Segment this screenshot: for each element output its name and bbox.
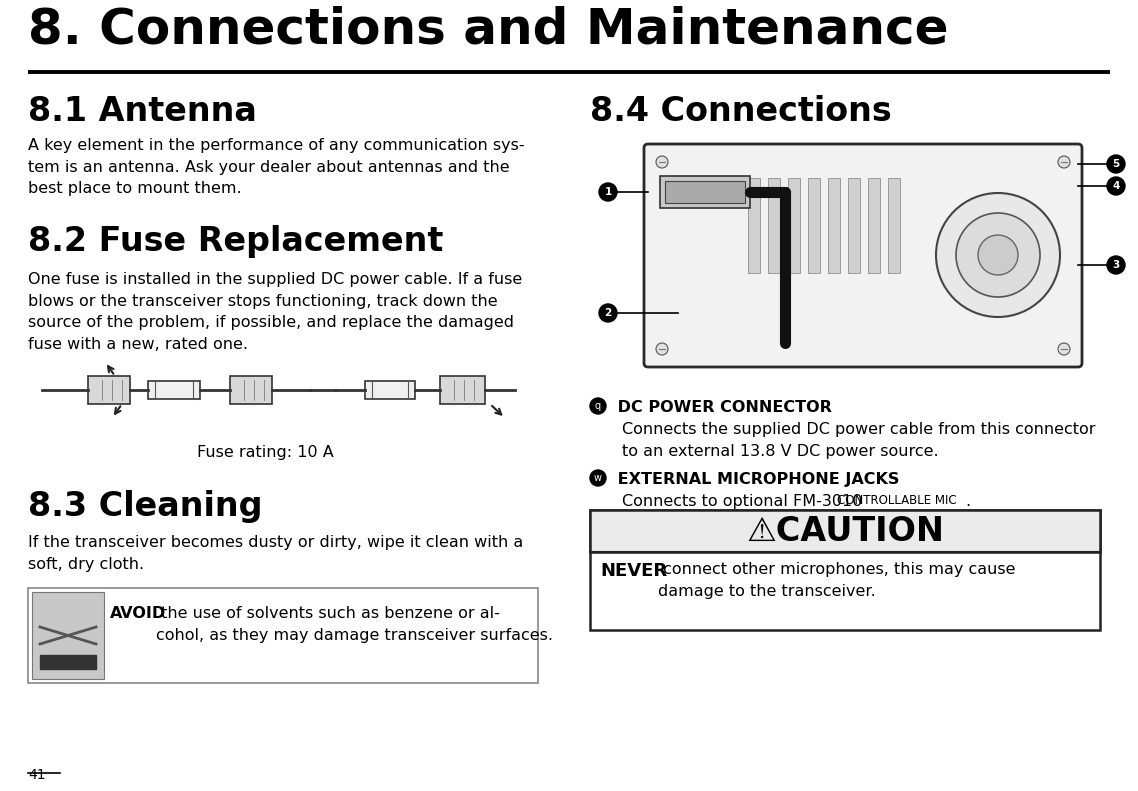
Text: A key element in the performance of any communication sys-
tem is an antenna. As: A key element in the performance of any …	[28, 138, 525, 196]
Text: AVOID: AVOID	[110, 606, 166, 621]
Text: 1: 1	[604, 187, 611, 197]
Text: 8. Connections and Maintenance: 8. Connections and Maintenance	[28, 5, 948, 53]
Text: .: .	[965, 494, 970, 509]
Text: Fuse rating: 10 A: Fuse rating: 10 A	[197, 445, 333, 460]
Text: Connects the supplied DC power cable from this connector
to an external 13.8 V D: Connects the supplied DC power cable fro…	[622, 422, 1096, 459]
Circle shape	[956, 213, 1040, 297]
Circle shape	[589, 470, 607, 486]
Circle shape	[1107, 256, 1125, 274]
Text: the use of solvents such as benzene or al-
cohol, as they may damage transceiver: the use of solvents such as benzene or a…	[156, 606, 553, 642]
Bar	[828, 178, 840, 273]
Bar	[40, 655, 96, 669]
Circle shape	[978, 235, 1019, 275]
Polygon shape	[88, 376, 130, 404]
Text: w: w	[594, 473, 602, 483]
Polygon shape	[148, 381, 200, 399]
Text: q: q	[595, 401, 601, 411]
Circle shape	[655, 343, 668, 355]
Bar	[589, 510, 1100, 630]
Text: Connects to optional FM-3010: Connects to optional FM-3010	[622, 494, 867, 509]
Circle shape	[599, 304, 617, 322]
Circle shape	[1058, 343, 1070, 355]
Text: ⚠CAUTION: ⚠CAUTION	[747, 515, 945, 548]
Polygon shape	[365, 381, 415, 399]
Polygon shape	[913, 584, 968, 598]
Bar	[28, 588, 538, 683]
Text: One fuse is installed in the supplied DC power cable. If a fuse
blows or the tra: One fuse is installed in the supplied DC…	[28, 272, 522, 352]
Text: DC POWER CONNECTOR: DC POWER CONNECTOR	[612, 400, 832, 415]
Bar	[665, 181, 745, 203]
Circle shape	[1107, 155, 1125, 173]
Text: 8.4 Connections: 8.4 Connections	[589, 95, 892, 128]
Text: If the transceiver becomes dusty or dirty, wipe it clean with a
soft, dry cloth.: If the transceiver becomes dusty or dirt…	[28, 535, 523, 572]
Bar	[808, 178, 820, 273]
Text: EXTERNAL MICROPHONE JACKS: EXTERNAL MICROPHONE JACKS	[612, 472, 899, 487]
Text: 8.1 Antenna: 8.1 Antenna	[28, 95, 257, 128]
Text: 8.2 Fuse Replacement: 8.2 Fuse Replacement	[28, 225, 444, 258]
Text: 3: 3	[1112, 260, 1120, 270]
Text: NEVER: NEVER	[600, 562, 667, 580]
Text: 41: 41	[28, 768, 46, 782]
Text: connect other microphones, this may cause
damage to the transceiver.: connect other microphones, this may caus…	[658, 562, 1015, 599]
Bar	[748, 178, 760, 273]
Bar	[32, 592, 104, 679]
Bar	[660, 176, 750, 208]
Circle shape	[1058, 156, 1070, 168]
Text: 5: 5	[1112, 159, 1120, 169]
Circle shape	[589, 398, 607, 414]
Polygon shape	[440, 376, 485, 404]
Text: 2: 2	[604, 308, 611, 318]
Bar	[589, 510, 1100, 552]
Circle shape	[1107, 177, 1125, 195]
Circle shape	[655, 156, 668, 168]
Text: 8.3 Cleaning: 8.3 Cleaning	[28, 490, 263, 523]
Bar	[888, 178, 900, 273]
Text: CONTROLLABLE MIC: CONTROLLABLE MIC	[838, 494, 957, 507]
Bar	[848, 178, 860, 273]
Polygon shape	[230, 376, 272, 404]
Circle shape	[935, 193, 1059, 317]
Bar	[768, 178, 780, 273]
Bar	[787, 178, 800, 273]
FancyBboxPatch shape	[644, 144, 1082, 367]
Text: 4: 4	[1112, 181, 1120, 191]
Circle shape	[599, 183, 617, 201]
Bar	[868, 178, 880, 273]
Polygon shape	[913, 607, 968, 619]
